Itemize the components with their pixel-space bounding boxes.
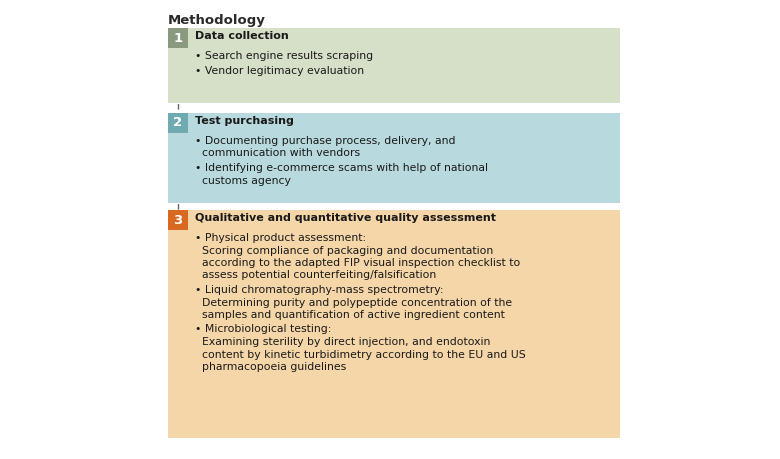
Text: • Identifying e-commerce scams with help of national: • Identifying e-commerce scams with help… [195,163,488,173]
Text: assess potential counterfeiting/falsification: assess potential counterfeiting/falsific… [195,270,436,280]
Bar [168,113,188,133]
Bar [168,28,188,48]
Text: • Microbiological testing:: • Microbiological testing: [195,325,332,335]
Text: communication with vendors: communication with vendors [195,149,360,158]
Bar [168,210,620,438]
Text: • Physical product assessment:: • Physical product assessment: [195,233,366,243]
Text: Scoring compliance of packaging and documentation: Scoring compliance of packaging and docu… [195,246,493,256]
Text: according to the adapted FIP visual inspection checklist to: according to the adapted FIP visual insp… [195,258,520,268]
Text: Test purchasing: Test purchasing [195,116,294,126]
Text: 1: 1 [173,32,183,45]
Text: Methodology: Methodology [168,14,266,27]
Text: Examining sterility by direct injection, and endotoxin: Examining sterility by direct injection,… [195,337,491,347]
Bar [168,210,188,230]
Text: • Documenting purchase process, delivery, and: • Documenting purchase process, delivery… [195,136,456,146]
Text: Qualitative and quantitative quality assessment: Qualitative and quantitative quality ass… [195,213,496,223]
Text: • Vendor legitimacy evaluation: • Vendor legitimacy evaluation [195,66,364,75]
Bar [168,113,620,203]
Text: content by kinetic turbidimetry according to the EU and US: content by kinetic turbidimetry accordin… [195,349,526,359]
Text: samples and quantification of active ingredient content: samples and quantification of active ing… [195,310,505,320]
Text: Data collection: Data collection [195,31,289,41]
Text: 3: 3 [173,213,183,226]
Text: • Liquid chromatography-mass spectrometry:: • Liquid chromatography-mass spectrometr… [195,285,444,295]
Text: 2: 2 [173,117,183,129]
Text: • Search engine results scraping: • Search engine results scraping [195,51,373,61]
Bar [168,28,620,103]
Text: Determining purity and polypeptide concentration of the: Determining purity and polypeptide conce… [195,297,512,308]
Text: customs agency: customs agency [195,175,291,185]
Text: pharmacopoeia guidelines: pharmacopoeia guidelines [195,362,346,372]
